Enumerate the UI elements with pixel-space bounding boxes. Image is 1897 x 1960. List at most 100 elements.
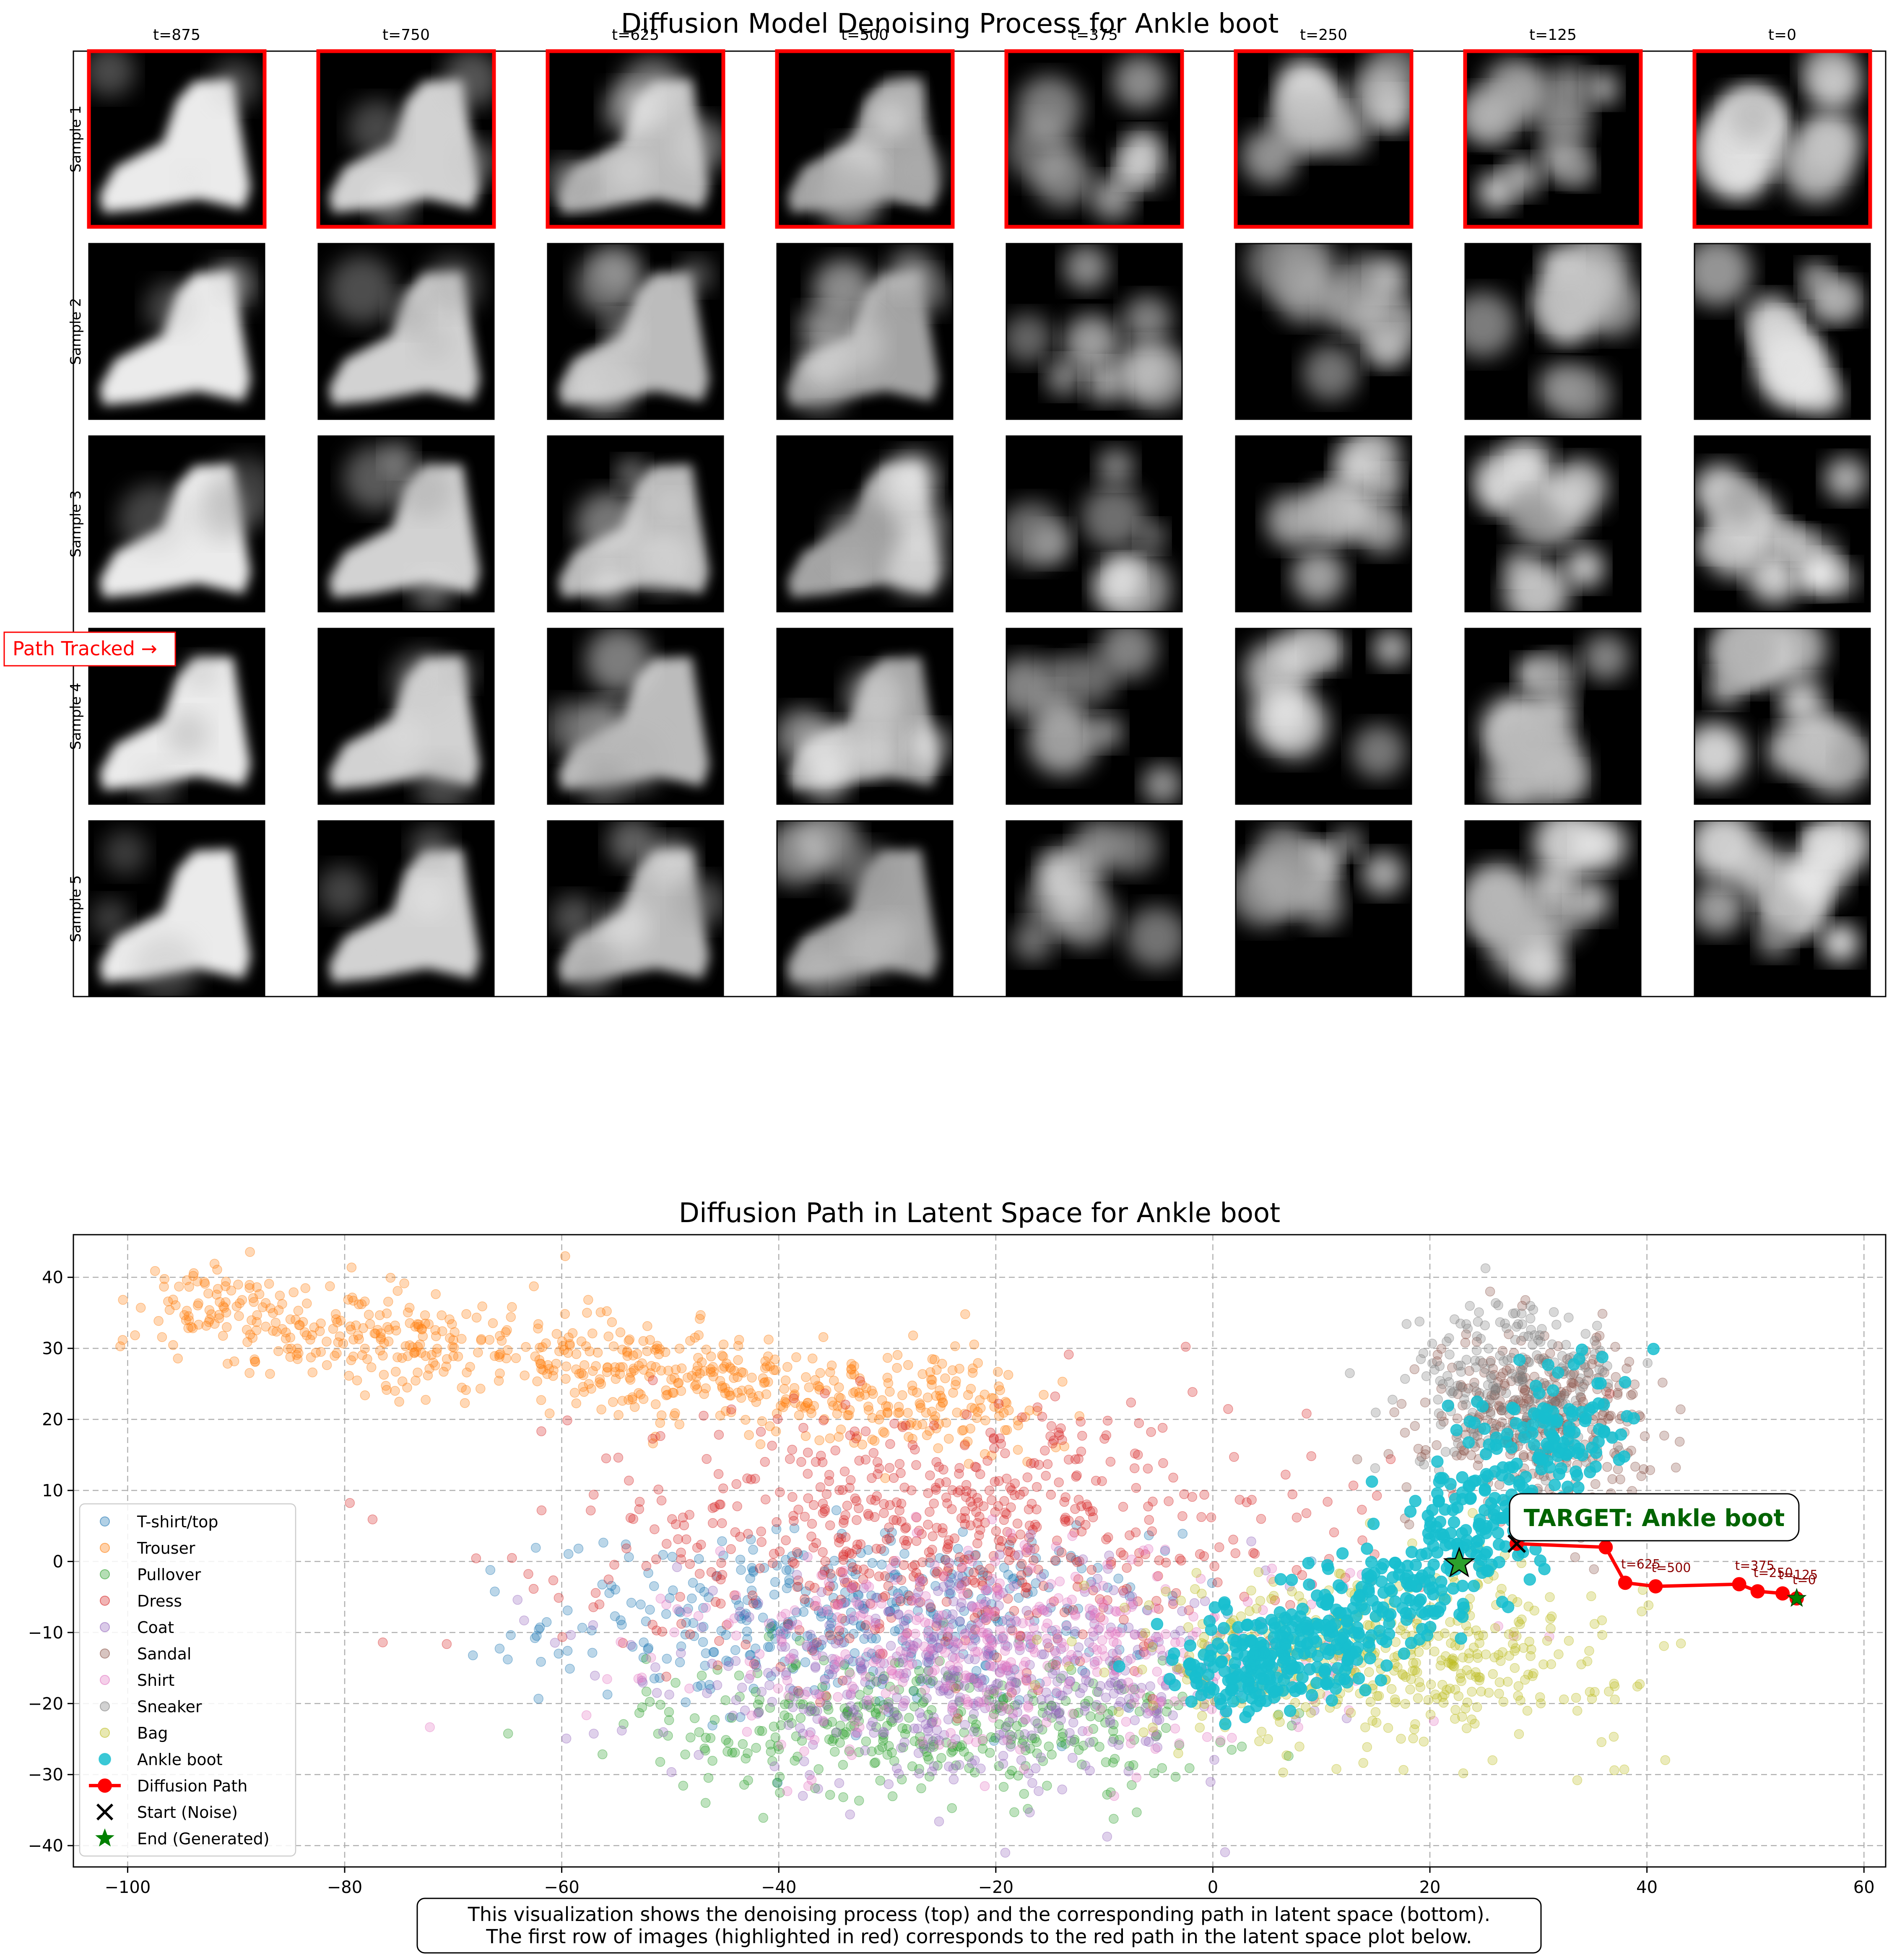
scatter-point	[1127, 1554, 1137, 1565]
scatter-point	[964, 1550, 974, 1560]
scatter-point	[934, 1739, 944, 1750]
scatter-point	[674, 1419, 685, 1430]
scatter-point	[787, 1551, 797, 1561]
noise-blob	[1570, 880, 1611, 921]
noise-blob	[103, 830, 148, 875]
scatter-point	[1054, 1477, 1064, 1488]
scatter-point	[1515, 1619, 1525, 1629]
scatter-point	[1281, 1750, 1292, 1760]
scatter-point	[930, 1560, 940, 1570]
scatter-point	[651, 1554, 661, 1565]
scatter-point	[700, 1798, 711, 1808]
scatter-point	[852, 1564, 862, 1575]
scatter-point	[118, 1295, 128, 1305]
scatter-point	[1436, 1419, 1446, 1430]
latent-space-plot: Diffusion Path in Latent Space for Ankle…	[28, 1198, 1887, 1897]
scatter-point	[879, 1675, 889, 1685]
noise-blob	[883, 531, 947, 595]
scatter-point	[1480, 1320, 1490, 1331]
scatter-point	[787, 1616, 797, 1626]
scatter-point	[709, 1502, 720, 1512]
scatter-point	[325, 1281, 335, 1291]
scatter-point	[881, 1688, 891, 1698]
timestep-label: t=625	[612, 26, 659, 44]
scatter-point	[800, 1586, 811, 1597]
scatter-point	[1058, 1376, 1068, 1387]
scatter-point	[187, 1323, 198, 1333]
scatter-point	[788, 1685, 798, 1696]
scatter-point	[798, 1607, 809, 1617]
scatter-point	[1516, 1308, 1527, 1319]
scatter-point	[655, 1431, 665, 1441]
scatter-point	[1255, 1596, 1266, 1606]
scatter-point	[746, 1388, 756, 1398]
scatter-point	[1022, 1567, 1032, 1577]
scatter-point	[735, 1555, 746, 1565]
scatter-point	[1393, 1662, 1403, 1672]
scatter-point	[809, 1639, 819, 1649]
scatter-point	[1093, 1563, 1103, 1573]
scatter-point	[1383, 1723, 1393, 1733]
scatter-point	[588, 1620, 598, 1630]
scatter-point	[1129, 1463, 1140, 1473]
scatter-point	[694, 1568, 705, 1579]
scatter-point	[250, 1357, 260, 1367]
scatter-point	[1057, 1784, 1067, 1794]
scatter-point	[926, 1374, 936, 1385]
scatter-point	[1132, 1807, 1142, 1817]
scatter-point	[1051, 1657, 1061, 1667]
scatter-point	[229, 1356, 239, 1366]
scatter-point	[804, 1382, 814, 1392]
scatter-point	[1466, 1670, 1476, 1680]
scatter-point	[345, 1321, 355, 1332]
noise-blob	[1045, 358, 1083, 396]
scatter-point	[1000, 1508, 1010, 1518]
scatter-point	[1413, 1693, 1423, 1703]
scatter-point	[690, 1381, 700, 1391]
scatter-point	[1109, 1688, 1119, 1699]
scatter-point	[889, 1685, 899, 1695]
scatter-point	[757, 1416, 767, 1426]
sample-image-cell	[317, 820, 495, 997]
scatter-point	[1177, 1511, 1188, 1521]
scatter-point	[871, 1652, 881, 1662]
cell-border	[1694, 628, 1871, 805]
scatter-point	[1485, 1358, 1495, 1368]
scatter-point	[829, 1556, 839, 1566]
scatter-point	[537, 1342, 548, 1352]
scatter-point	[1360, 1722, 1370, 1732]
scatter-point	[1132, 1650, 1142, 1660]
cell-border	[317, 628, 495, 805]
scatter-point	[1115, 1697, 1125, 1707]
scatter-point	[1026, 1639, 1036, 1649]
scatter-point	[766, 1671, 776, 1681]
scatter-point	[585, 1346, 595, 1357]
scatter-point	[1050, 1555, 1060, 1565]
scatter-point	[882, 1408, 893, 1418]
scatter-point	[1445, 1683, 1455, 1694]
scatter-point	[360, 1343, 370, 1354]
scatter-point	[397, 1376, 408, 1386]
scatter-point	[650, 1399, 661, 1410]
scatter-point	[706, 1367, 716, 1377]
scatter-point	[967, 1758, 977, 1768]
scatter-point	[847, 1566, 858, 1576]
scatter-point	[948, 1763, 959, 1774]
scatter-point	[1510, 1334, 1520, 1345]
noise-blob	[1303, 632, 1337, 665]
scatter-point	[998, 1759, 1008, 1769]
scatter-point	[825, 1623, 836, 1634]
scatter-point	[598, 1749, 608, 1760]
scatter-point	[866, 1495, 876, 1505]
scatter-point	[1046, 1490, 1056, 1500]
scatter-point	[581, 1710, 592, 1720]
scatter-point	[750, 1643, 761, 1654]
scatter-point	[1517, 1364, 1528, 1375]
noise-blob	[1272, 84, 1340, 153]
scatter-point	[799, 1746, 809, 1756]
scatter-point	[1141, 1736, 1151, 1746]
scatter-point	[650, 1345, 660, 1355]
scatter-point	[980, 1415, 990, 1425]
noise-blob	[91, 898, 130, 937]
scatter-point	[985, 1576, 995, 1586]
